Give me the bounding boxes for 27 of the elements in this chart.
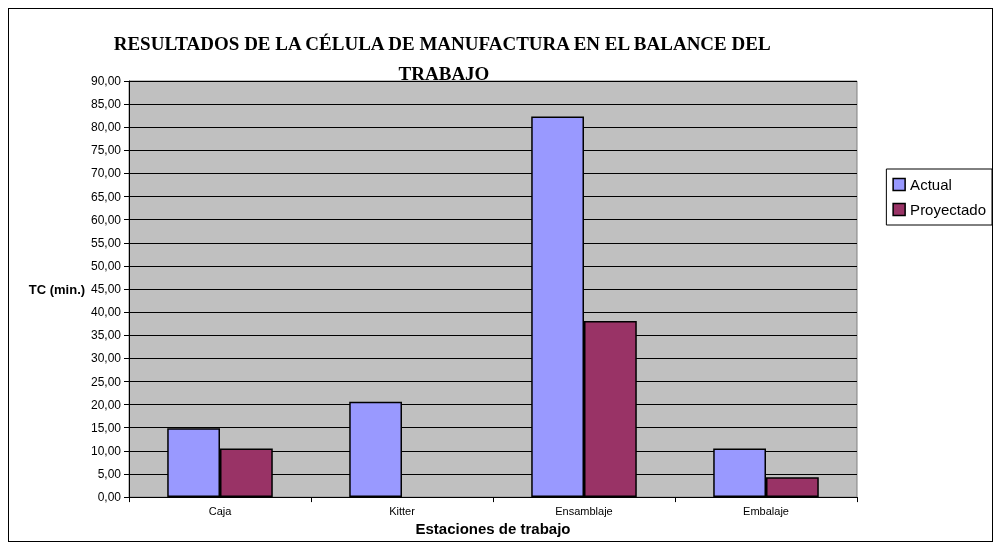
y-axis-title: TC (min.) <box>28 281 86 297</box>
y-tick-label: 0,00 <box>97 490 122 505</box>
y-tick-label: 75,00 <box>90 143 122 158</box>
y-tick-label: 45,00 <box>90 282 122 297</box>
y-tick-label: 65,00 <box>90 189 122 204</box>
x-tick-label: Caja <box>208 504 233 517</box>
legend-label: Proyectado <box>910 201 987 218</box>
y-tick-label: 25,00 <box>90 374 122 389</box>
y-tick-label: 10,00 <box>90 443 122 458</box>
y-tick-label: 55,00 <box>90 235 122 250</box>
y-tick-label: 80,00 <box>90 120 122 135</box>
y-tick-label: 90,00 <box>90 74 122 88</box>
y-tick-label: 20,00 <box>90 397 122 412</box>
x-axis-title: Estaciones de trabajo <box>415 520 571 537</box>
y-tick-label: 30,00 <box>90 351 122 366</box>
x-tick-label: Kitter <box>389 504 416 517</box>
y-tick-label: 15,00 <box>90 420 122 435</box>
x-tick-label: Ensamblaje <box>555 504 613 517</box>
x-tick-label: Embalaje <box>743 504 789 517</box>
y-tick-label: 60,00 <box>90 212 122 227</box>
y-tick-label: 35,00 <box>90 328 122 343</box>
y-tick-label: 40,00 <box>90 305 122 320</box>
y-tick-label: 70,00 <box>90 166 122 181</box>
y-tick-label: 50,00 <box>90 258 122 273</box>
legend-label: Actual <box>910 176 952 193</box>
y-tick-label: 5,00 <box>97 466 122 481</box>
y-tick-label: 85,00 <box>90 97 122 112</box>
